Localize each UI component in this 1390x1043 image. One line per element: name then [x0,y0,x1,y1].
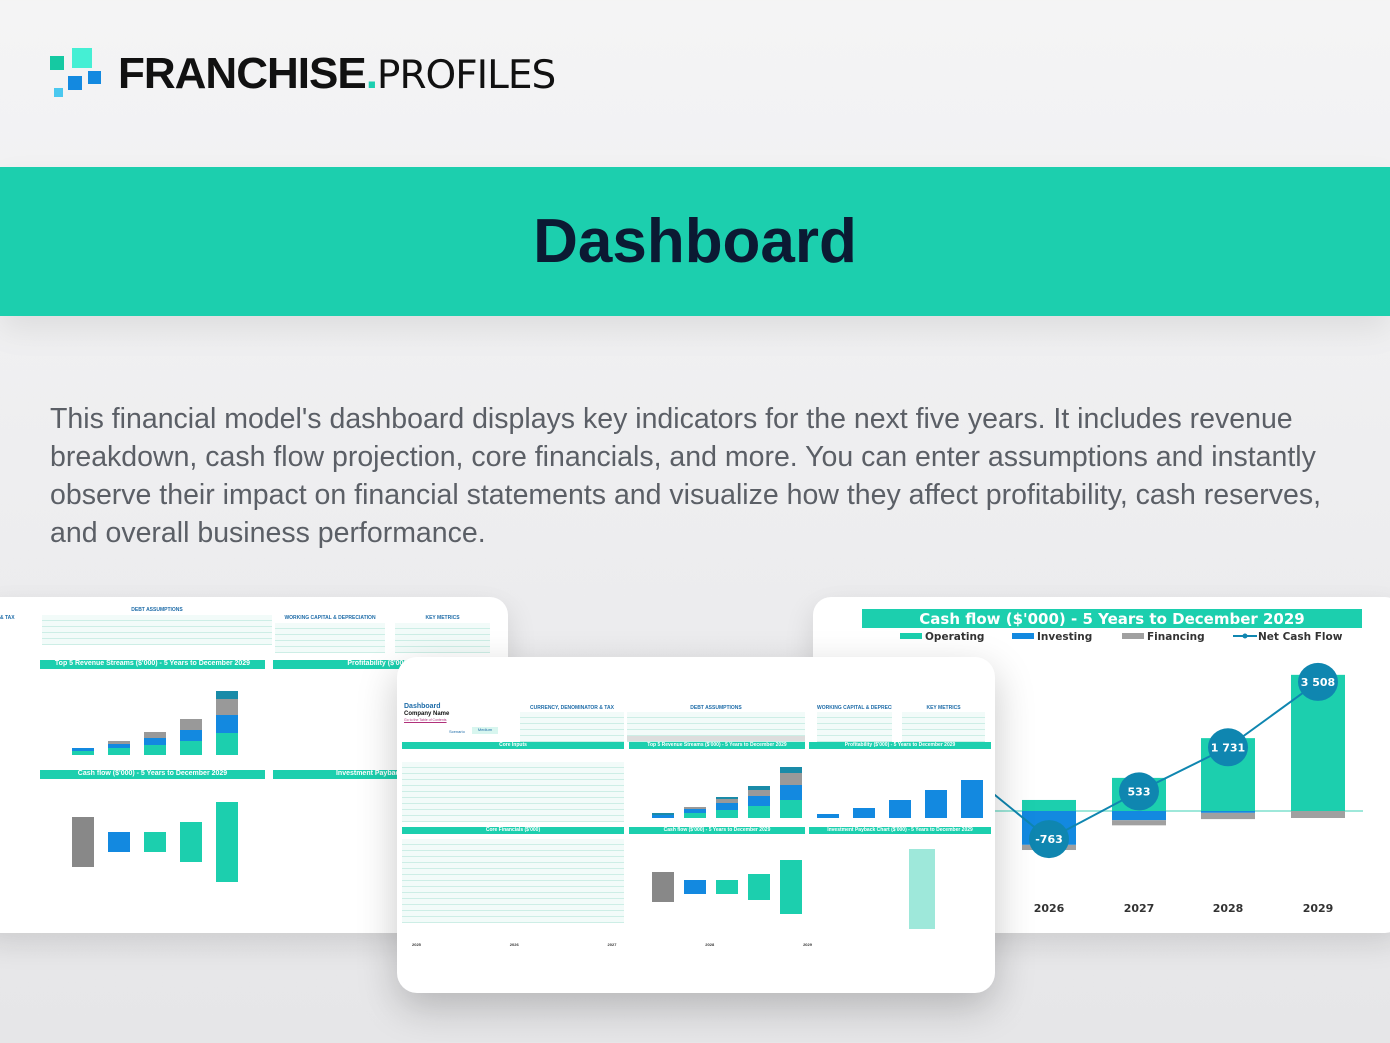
mini-year: 2026 [509,942,519,947]
net-cash-flow-point [1119,772,1159,811]
mini-section-payback: Investment Payback Chart ($'000) - 5 Yea… [809,827,991,834]
section-profit: Profitability ($'000) - 5 Yea [273,660,508,669]
bar-financing [1201,812,1255,820]
description: This financial model's dashboard display… [50,403,1321,549]
net-cash-flow-point [1029,820,1069,859]
section-tax: & TAX [0,615,15,621]
x-tick-label: 2026 [1034,902,1065,915]
section-cashflow: Cash flow ($'000) - 5 Years to December … [40,770,265,779]
mini-section-cashflow: Cash flow ($'000) - 5 Years to December … [629,827,805,834]
mini-section-currency: CURRENCY, DENOMINATOR & TAX [530,705,614,711]
mini-year: 2027 [607,942,617,947]
center-dashboard-preview: Dashboard Company Name Go to the Table o… [397,657,995,993]
legend-label: Investing [1037,631,1092,643]
bar-investing [1201,811,1255,813]
mini-section-core-financials: Core Financials ($'000) [402,827,624,834]
bar-financing [1291,811,1345,818]
mini-year: 2028 [705,942,715,947]
x-tick-label: 2028 [1213,902,1244,915]
logo-squares-icon [50,48,102,100]
chart-legend: Operating Investing Financing Net Cash Flow [900,631,1343,643]
legend-swatch [1012,633,1034,639]
mini-scenario-label: Scenario [449,729,465,734]
legend-swatch [1242,633,1248,639]
cashflow-chart: Cash flow ($'000) - 5 Years to December … [813,609,1363,915]
x-tick-label: 2027 [1124,902,1155,915]
section-top5: Top 5 Revenue Streams ($'000) - 5 Years … [40,660,265,669]
section-kpi: KEY METRICS [425,615,460,621]
data-label: 1 731 [1211,741,1245,754]
mini-payback-highlight [909,849,935,929]
section-payback: Investment Payback Chart ($'000 [273,770,508,779]
brand-name: FRANCHISE.PROFILES [118,49,556,99]
mini-section-wc: WORKING CAPITAL & DEPRECIATION [817,705,892,711]
mini-profitability-chart [817,762,983,818]
legend-label: Financing [1147,631,1205,643]
net-cash-flow-point [1208,728,1248,767]
section-debt: DEBT ASSUMPTIONS [131,607,183,613]
brand-name-bold: FRANCHISE [118,49,367,98]
left-revenue-mini-chart [72,687,238,755]
mini-scenario-select[interactable]: Medium [472,727,498,734]
mini-section-debt: DEBT ASSUMPTIONS [690,705,742,711]
bar-financing [1112,820,1166,826]
legend-swatch [900,633,922,639]
section-wc: WORKING CAPITAL & DEPRECIATION [284,615,376,621]
brand-name-light: PROFILES [376,53,556,98]
x-tick-label: 2029 [1303,902,1334,915]
bar-operating [1022,799,1076,811]
mini-toc-link[interactable]: Go to the Table of Contents [404,718,447,722]
net-cash-flow-point [1298,662,1338,701]
bar-investing [1112,811,1166,821]
brand-dot: . [365,49,378,98]
data-label: -763 [1035,833,1063,846]
mini-year: 2025 [412,942,421,947]
page-title: Dashboard [533,207,857,276]
data-label: 3 508 [1301,676,1335,689]
mini-company-name: Company Name [404,711,450,717]
data-label: 533 [1128,785,1151,798]
mini-year: 2029 [803,942,812,947]
left-cashflow-mini-chart [72,797,238,887]
chart-title: Cash flow ($'000) - 5 Years to December … [919,610,1304,628]
legend-label: Net Cash Flow [1258,631,1343,643]
legend-label: Operating [925,631,984,643]
title-banner: Dashboard [0,167,1390,316]
mini-section-profit: Profitability ($'000) - 5 Years to Decem… [809,742,991,749]
brand-logo: FRANCHISE.PROFILES [50,48,556,100]
mini-section-kpi: KEY METRICS [926,705,961,711]
mini-section-core-inputs: Core Inputs [402,742,624,749]
legend-swatch [1122,633,1144,639]
mini-revenue-chart [652,762,802,818]
mini-dashboard-title: Dashboard [404,703,441,710]
chart-title-bar [862,609,1362,628]
mini-cashflow-chart [652,847,802,927]
mini-section-top5: Top 5 Revenue Streams ($'000) - 5 Years … [629,742,805,749]
